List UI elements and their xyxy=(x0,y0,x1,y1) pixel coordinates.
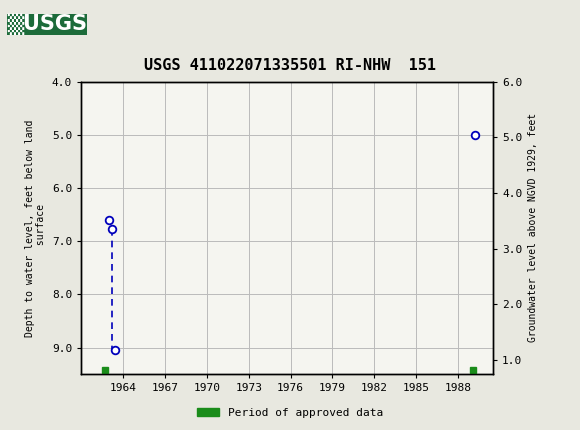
Legend: Period of approved data: Period of approved data xyxy=(193,403,387,422)
Y-axis label: Groundwater level above NGVD 1929, feet: Groundwater level above NGVD 1929, feet xyxy=(528,114,538,342)
Text: USGS 411022071335501 RI-NHW  151: USGS 411022071335501 RI-NHW 151 xyxy=(144,58,436,73)
Text: ▒USGS: ▒USGS xyxy=(7,14,87,36)
Y-axis label: Depth to water level, feet below land
 surface: Depth to water level, feet below land su… xyxy=(25,119,46,337)
